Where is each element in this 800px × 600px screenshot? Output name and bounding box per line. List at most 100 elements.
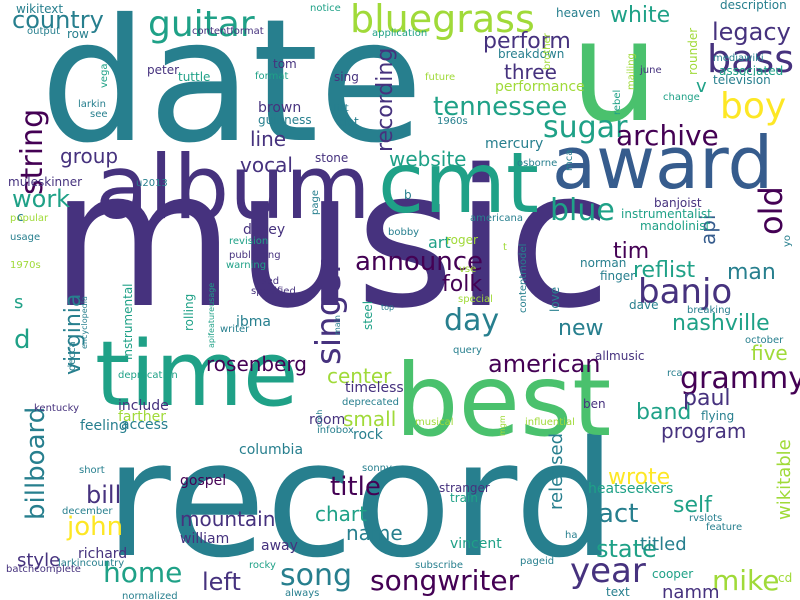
- word-five: five: [751, 341, 788, 365]
- word-time: time: [95, 322, 298, 427]
- word-top: top: [381, 303, 394, 312]
- word-reflist: reflist: [633, 258, 696, 283]
- word-title: title: [330, 472, 381, 502]
- word-left: left: [202, 568, 241, 596]
- word-future: future: [425, 72, 455, 83]
- word-change: change: [663, 92, 700, 103]
- word-bass: bass: [707, 37, 794, 81]
- word-american: american: [488, 350, 601, 378]
- word-new: new: [558, 316, 603, 341]
- word-white: white: [610, 3, 670, 28]
- word-love: love: [548, 287, 562, 312]
- word-song: song: [280, 558, 352, 593]
- word-stone: stone: [315, 151, 348, 165]
- word-style: style: [17, 550, 60, 571]
- word-cmh: cmh: [315, 410, 324, 427]
- word-cd: cd: [778, 571, 792, 585]
- word-batchcomplete: batchcomplete: [6, 564, 81, 575]
- word-band: band: [636, 400, 691, 425]
- word-short: short: [79, 465, 105, 476]
- word-always: always: [285, 588, 319, 599]
- word-finger: finger: [600, 269, 635, 283]
- word-art: art: [428, 233, 451, 252]
- word-virginia: virginia: [61, 294, 86, 375]
- word-influential: influential: [525, 417, 575, 428]
- word-ibma: ibma: [236, 314, 271, 330]
- word-banjo: banjo: [638, 272, 732, 312]
- word-timeless: timeless: [345, 380, 404, 396]
- word-nashville: nashville: [672, 311, 770, 336]
- word-october: october: [745, 335, 784, 346]
- word-man: man: [727, 260, 776, 285]
- word-farther: farther: [118, 409, 166, 425]
- word-bill: bill: [86, 481, 121, 509]
- word-normalized: normalized: [122, 591, 178, 600]
- word-day: day: [444, 303, 499, 338]
- word-deprecation: deprecation: [118, 370, 178, 381]
- word-namm: namm: [662, 582, 720, 600]
- word-associated: associated: [719, 64, 783, 78]
- word-sonny: sonny: [362, 463, 392, 474]
- word-breaking: breaking: [687, 305, 731, 316]
- word-gospel: gospel: [180, 473, 226, 489]
- word-program: program: [661, 419, 746, 443]
- word-work: work: [12, 185, 70, 213]
- word-mandolinist: mandolinist: [640, 219, 710, 233]
- word-format: format: [255, 71, 288, 82]
- word-rocky: rocky: [249, 560, 276, 571]
- word-columbia: columbia: [239, 442, 303, 458]
- word-billboard: billboard: [21, 407, 51, 520]
- word-sing: sing: [334, 70, 359, 84]
- word-instrumental: instrumental: [121, 283, 135, 360]
- word-tennessee: tennessee: [433, 92, 567, 122]
- word-usage: usage: [10, 232, 40, 243]
- word-group: group: [60, 144, 118, 168]
- word-john: john: [66, 512, 123, 542]
- word-rosenberg: rosenberg: [206, 352, 307, 376]
- word-record: record: [105, 406, 616, 593]
- word-home: home: [103, 556, 182, 589]
- word-main: main: [333, 315, 342, 335]
- word-americana: americana: [470, 213, 523, 224]
- word-folk: folk: [442, 272, 482, 297]
- word-legacy: legacy: [712, 18, 791, 46]
- word-used: used: [255, 276, 279, 287]
- word-string: string: [15, 109, 50, 195]
- word-archive: archive: [616, 119, 719, 152]
- word-country: country: [12, 6, 104, 34]
- word-brown: brown: [258, 100, 301, 116]
- word-apifeatureusage: apifeatureusage: [207, 283, 216, 348]
- word-description: description: [720, 0, 787, 12]
- word-text: text: [606, 585, 630, 599]
- word-vega: vega: [99, 63, 110, 88]
- word-contentmodel: contentmodel: [518, 244, 529, 313]
- word-year: year: [570, 551, 646, 591]
- word-mike: mike: [712, 564, 780, 597]
- word-list: list: [334, 103, 349, 114]
- word-mountain: mountain: [180, 507, 275, 531]
- word-deprecated: deprecated: [342, 397, 399, 408]
- word-u: u: [570, 0, 659, 154]
- word-old: old: [752, 186, 790, 235]
- word-query: query: [453, 345, 482, 356]
- word-pageid: pageid: [520, 556, 554, 567]
- word-tom: tom: [273, 57, 297, 71]
- word-dailey: dailey: [243, 222, 285, 238]
- word-steel: steel: [361, 301, 375, 330]
- word-infobox: infobox: [317, 425, 354, 436]
- word-decca: decca: [67, 341, 78, 371]
- word-bobby: bobby: [388, 227, 419, 238]
- word-feature: feature: [706, 522, 742, 533]
- word-t: t: [503, 242, 507, 253]
- word-richard: richard: [78, 546, 127, 562]
- word-mediawiki: mediawiki: [713, 53, 764, 64]
- word-album: album: [95, 136, 371, 239]
- word-music: music: [50, 129, 612, 350]
- word-self: self: [673, 493, 713, 518]
- word-grammy: grammy: [680, 361, 800, 396]
- word-b: b: [404, 188, 412, 202]
- word-name: name: [346, 521, 403, 545]
- word-revision: revision: [229, 236, 268, 247]
